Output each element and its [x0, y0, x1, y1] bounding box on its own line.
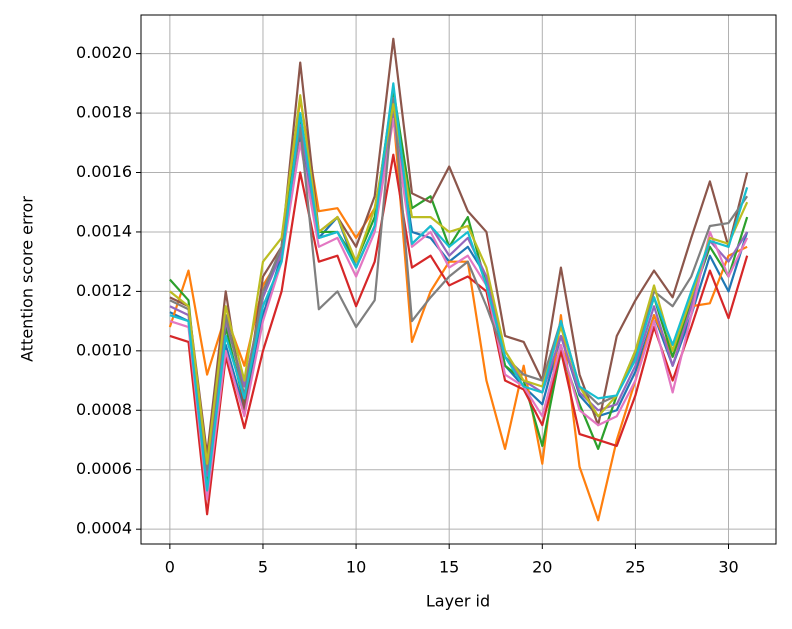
y-tick-label: 0.0004	[76, 519, 132, 538]
plot-frame	[140, 14, 777, 545]
x-axis-label: Layer id	[426, 592, 490, 611]
x-tick-label: 0	[165, 558, 175, 577]
x-tick-label: 5	[258, 558, 268, 577]
x-tick-label: 15	[439, 558, 459, 577]
series-line	[169, 153, 749, 516]
y-tick-label: 0.0018	[76, 103, 132, 122]
series-line	[169, 88, 749, 486]
y-axis-label: Attention score error	[18, 196, 37, 362]
y-tick-label: 0.0012	[76, 281, 132, 300]
series-line	[169, 111, 749, 477]
x-tick-label: 10	[346, 558, 366, 577]
series-line	[169, 82, 749, 492]
y-tick-label: 0.0014	[76, 221, 132, 240]
y-tick-label: 0.0006	[76, 459, 132, 478]
x-tick-label: 20	[532, 558, 552, 577]
series-line	[169, 37, 749, 456]
series-line	[169, 94, 749, 465]
x-tick-label: 30	[718, 558, 738, 577]
y-tick-label: 0.0010	[76, 340, 132, 359]
y-tick-label: 0.0016	[76, 162, 132, 181]
x-tick-label: 25	[625, 558, 645, 577]
series-line	[169, 117, 749, 501]
series-line	[169, 97, 749, 471]
y-tick-label: 0.0020	[76, 43, 132, 62]
y-tick-label: 0.0008	[76, 400, 132, 419]
